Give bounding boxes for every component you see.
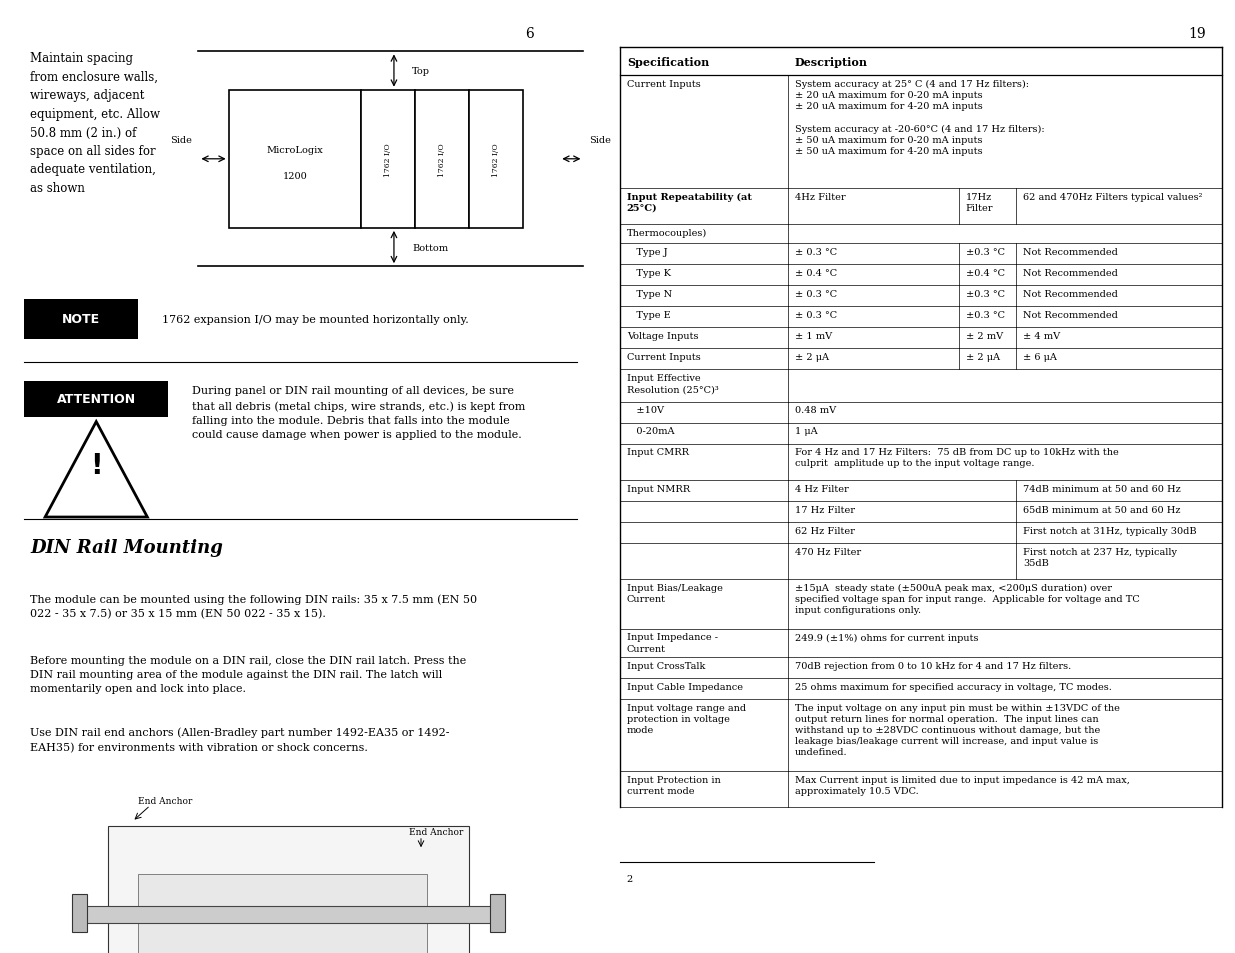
Text: For 4 Hz and 17 Hz Filters:  75 dB from DC up to 10kHz with the
culprit  amplitu: For 4 Hz and 17 Hz Filters: 75 dB from D… xyxy=(794,448,1119,468)
Text: ± 2 μA: ± 2 μA xyxy=(966,353,1000,361)
Text: ± 0.4 °C: ± 0.4 °C xyxy=(794,269,837,277)
Text: ATTENTION: ATTENTION xyxy=(57,393,136,406)
Text: 17Hz
Filter: 17Hz Filter xyxy=(966,193,993,213)
Text: The input voltage on any input pin must be within ±13VDC of the
output return li: The input voltage on any input pin must … xyxy=(794,703,1120,757)
Text: System accuracy at 25° C (4 and 17 Hz filters):
± 20 uA maximum for 0-20 mA inpu: System accuracy at 25° C (4 and 17 Hz fi… xyxy=(794,80,1045,156)
Bar xyxy=(469,91,524,229)
Bar xyxy=(361,91,415,229)
Text: 74dB minimum at 50 and 60 Hz: 74dB minimum at 50 and 60 Hz xyxy=(1023,484,1181,493)
Text: ±0.4 °C: ±0.4 °C xyxy=(966,269,1005,277)
Text: ± 0.3 °C: ± 0.3 °C xyxy=(794,248,837,256)
Text: Description: Description xyxy=(794,56,868,68)
Text: Type K: Type K xyxy=(627,269,671,277)
Bar xyxy=(109,826,469,953)
Bar xyxy=(84,905,493,923)
Text: Input Cable Impedance: Input Cable Impedance xyxy=(627,682,742,691)
Text: ± 2 μA: ± 2 μA xyxy=(794,353,829,361)
Text: Input Impedance -
Current: Input Impedance - Current xyxy=(627,633,718,653)
Bar xyxy=(23,299,138,339)
Text: ± 6 μA: ± 6 μA xyxy=(1023,353,1057,361)
Text: ± 0.3 °C: ± 0.3 °C xyxy=(794,311,837,319)
Bar xyxy=(415,91,469,229)
Text: ±15μA  steady state (±500uA peak max, <200μS duration) over
specified voltage sp: ±15μA steady state (±500uA peak max, <20… xyxy=(794,583,1140,615)
Text: End Anchor: End Anchor xyxy=(138,797,193,805)
Text: Before mounting the module on a DIN rail, close the DIN rail latch. Press the
DI: Before mounting the module on a DIN rail… xyxy=(30,656,467,694)
Text: 1 μA: 1 μA xyxy=(794,427,818,436)
Bar xyxy=(228,91,361,229)
Text: 17 Hz Filter: 17 Hz Filter xyxy=(794,505,855,514)
Polygon shape xyxy=(46,422,147,517)
Text: 1200: 1200 xyxy=(283,172,308,181)
Text: Bottom: Bottom xyxy=(412,243,448,253)
Text: Input CMRR: Input CMRR xyxy=(627,448,689,456)
Text: ±10V: ±10V xyxy=(627,406,663,415)
Text: Thermocouples): Thermocouples) xyxy=(627,229,706,238)
Text: 2: 2 xyxy=(627,874,634,882)
Text: Input Bias/Leakage
Current: Input Bias/Leakage Current xyxy=(627,583,722,603)
Text: Top: Top xyxy=(412,67,430,76)
Text: 0-20mA: 0-20mA xyxy=(627,427,674,436)
Text: 1762 I/O: 1762 I/O xyxy=(384,143,391,176)
Text: Voltage Inputs: Voltage Inputs xyxy=(627,332,698,340)
Text: Use DIN rail end anchors (Allen-Bradley part number 1492-EA35 or 1492-
EAH35) fo: Use DIN rail end anchors (Allen-Bradley … xyxy=(30,727,450,752)
Text: 1762 I/O: 1762 I/O xyxy=(493,143,500,176)
Text: Not Recommended: Not Recommended xyxy=(1023,311,1118,319)
Text: The module can be mounted using the following DIN rails: 35 x 7.5 mm (EN 50
022 : The module can be mounted using the foll… xyxy=(30,594,477,618)
Text: 19: 19 xyxy=(1188,27,1205,41)
Text: Input voltage range and
protection in voltage
mode: Input voltage range and protection in vo… xyxy=(627,703,746,735)
Text: Input Protection in
current mode: Input Protection in current mode xyxy=(627,775,720,795)
Text: 25 ohms maximum for specified accuracy in voltage, TC modes.: 25 ohms maximum for specified accuracy i… xyxy=(794,682,1112,691)
Text: First notch at 31Hz, typically 30dB: First notch at 31Hz, typically 30dB xyxy=(1023,526,1197,535)
Text: ±0.3 °C: ±0.3 °C xyxy=(966,311,1005,319)
Text: Side: Side xyxy=(170,136,193,145)
Text: End Anchor: End Anchor xyxy=(409,827,463,836)
Text: Current Inputs: Current Inputs xyxy=(627,353,700,361)
Text: 4Hz Filter: 4Hz Filter xyxy=(794,193,845,201)
Text: 70dB rejection from 0 to 10 kHz for 4 and 17 Hz filters.: 70dB rejection from 0 to 10 kHz for 4 an… xyxy=(794,661,1071,670)
Text: Type E: Type E xyxy=(627,311,671,319)
Text: NOTE: NOTE xyxy=(62,313,100,326)
Text: MicroLogix: MicroLogix xyxy=(267,146,324,154)
Text: Not Recommended: Not Recommended xyxy=(1023,248,1118,256)
Text: Maintain spacing
from enclosure walls,
wireways, adjacent
equipment, etc. Allow
: Maintain spacing from enclosure walls, w… xyxy=(30,52,161,194)
Text: ±0.3 °C: ±0.3 °C xyxy=(966,248,1005,256)
Text: Input CrossTalk: Input CrossTalk xyxy=(627,661,705,670)
Text: 6: 6 xyxy=(525,27,534,41)
Text: Not Recommended: Not Recommended xyxy=(1023,269,1118,277)
Text: 62 Hz Filter: 62 Hz Filter xyxy=(794,526,855,535)
Text: During panel or DIN rail mounting of all devices, be sure
that all debris (metal: During panel or DIN rail mounting of all… xyxy=(193,386,526,440)
Bar xyxy=(138,874,427,953)
Text: Type J: Type J xyxy=(627,248,667,256)
Text: ± 1 mV: ± 1 mV xyxy=(794,332,832,340)
Text: DIN Rail Mounting: DIN Rail Mounting xyxy=(30,538,224,557)
Text: First notch at 237 Hz, typically
35dB: First notch at 237 Hz, typically 35dB xyxy=(1023,547,1177,567)
Bar xyxy=(490,894,505,932)
Bar xyxy=(23,381,168,417)
Text: 470 Hz Filter: 470 Hz Filter xyxy=(794,547,861,556)
Text: 0.48 mV: 0.48 mV xyxy=(794,406,836,415)
Text: Input Repeatability (at
25°C): Input Repeatability (at 25°C) xyxy=(627,193,752,213)
Text: ± 4 mV: ± 4 mV xyxy=(1023,332,1060,340)
Text: ± 0.3 °C: ± 0.3 °C xyxy=(794,290,837,298)
Text: Not Recommended: Not Recommended xyxy=(1023,290,1118,298)
Text: ±0.3 °C: ±0.3 °C xyxy=(966,290,1005,298)
Text: ± 2 mV: ± 2 mV xyxy=(966,332,1003,340)
Text: 65dB minimum at 50 and 60 Hz: 65dB minimum at 50 and 60 Hz xyxy=(1023,505,1181,514)
Text: 1762 expansion I/O may be mounted horizontally only.: 1762 expansion I/O may be mounted horizo… xyxy=(162,314,469,324)
Text: Input Effective
Resolution (25°C)³: Input Effective Resolution (25°C)³ xyxy=(627,374,719,394)
Text: Max Current input is limited due to input impedance is 42 mA max,
approximately : Max Current input is limited due to inpu… xyxy=(794,775,1130,795)
Text: 4 Hz Filter: 4 Hz Filter xyxy=(794,484,848,493)
Bar xyxy=(72,894,88,932)
Text: Type N: Type N xyxy=(627,290,672,298)
Text: Side: Side xyxy=(589,136,611,145)
Text: !: ! xyxy=(90,451,103,479)
Text: 62 and 470Hz Filters typical values²: 62 and 470Hz Filters typical values² xyxy=(1023,193,1202,201)
Text: 249.9 (±1%) ohms for current inputs: 249.9 (±1%) ohms for current inputs xyxy=(794,633,978,642)
Text: Specification: Specification xyxy=(627,56,709,68)
Text: 1762 I/O: 1762 I/O xyxy=(438,143,446,176)
Text: Current Inputs: Current Inputs xyxy=(627,80,700,89)
Text: Input NMRR: Input NMRR xyxy=(627,484,690,493)
